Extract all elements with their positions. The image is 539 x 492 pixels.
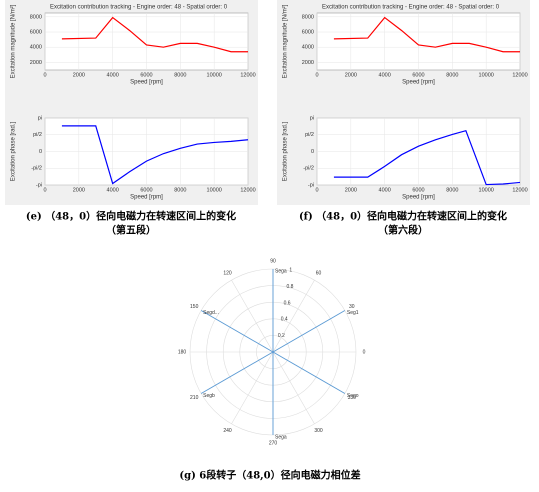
y-tick-label: 0 [39,149,42,155]
r-tick-label: 0.6 [284,300,291,306]
y-tick-label: -pi [308,182,314,188]
r-tick-label: 0.2 [278,333,285,339]
segment-label: Segd... [203,310,219,316]
x-tick-label: 4000 [107,187,119,193]
x-tick-label: 0 [315,72,318,78]
x-tick-label: 6000 [140,187,152,193]
theta-tick-label: 240 [223,428,232,434]
x-tick-label: 12000 [512,187,527,193]
chart-title: Excitation contribution tracking - Engin… [50,5,228,11]
x-tick-label: 2000 [73,72,85,78]
grid-spoke [272,351,315,425]
x-tick-label: 4000 [107,72,119,78]
y-axis-label: Excitation phase [rad.] [11,121,17,181]
x-tick-label: 2000 [345,187,357,193]
x-axis-label: Speed [rpm] [130,80,163,86]
x-tick-label: 0 [43,187,46,193]
theta-tick-label: 180 [178,349,187,355]
x-tick-label: 4000 [379,187,391,193]
y-axis-label: Excitation magnitude [N/m²] [11,4,17,78]
theta-tick-label: 30 [349,304,355,310]
x-axis-label: Speed [rpm] [402,195,435,201]
x-tick-label: 6000 [412,187,424,193]
segment-label: Sega [275,268,287,274]
y-tick-label: pi/2 [33,132,42,138]
x-tick-label: 10000 [207,72,222,78]
x-tick-label: 8000 [174,187,186,193]
y-tick-label: pi/2 [305,132,314,138]
y-tick-label: -pi [36,182,42,188]
x-tick-label: 0 [315,187,318,193]
grid-spoke [272,279,315,353]
y-axis-label: Excitation magnitude [N/m²] [283,4,289,78]
x-tick-label: 2000 [345,72,357,78]
y-tick-label: 4000 [30,45,42,51]
segment-label: Sego [347,393,359,399]
x-tick-label: 8000 [174,72,186,78]
caption: (e) （48，0）径向电磁力在转速区间上的变化 [26,210,236,223]
y-tick-label: 6000 [302,29,314,35]
theta-tick-label: 60 [316,271,322,277]
x-tick-label: 12000 [240,187,255,193]
segment-label: Seg1 [347,310,359,316]
y-tick-label: -pi/2 [303,166,314,172]
data-line [333,16,520,53]
y-tick-label: 0 [311,149,314,155]
caption: （第六段） [378,224,428,237]
r-tick-label: 0.8 [287,284,294,290]
y-tick-label: -pi/2 [31,166,42,172]
segment-arrow [272,351,346,394]
x-tick-label: 10000 [207,187,222,193]
theta-tick-label: 270 [269,440,278,446]
x-tick-label: 12000 [512,72,527,78]
x-axis-label: Speed [rpm] [402,80,435,86]
x-tick-label: 8000 [446,187,458,193]
segment-arrow [200,351,274,394]
x-tick-label: 6000 [412,72,424,78]
segment-arrow [272,310,346,353]
caption: （第五段） [106,224,156,237]
x-tick-label: 10000 [479,187,494,193]
grid-spoke [231,279,274,353]
caption: (f) （48，0）径向电磁力在转速区间上的变化 [299,210,507,223]
r-tick-label: 1 [289,268,292,274]
x-axis-label: Speed [rpm] [130,195,163,201]
x-tick-label: 0 [43,72,46,78]
x-tick-label: 6000 [140,72,152,78]
chart-title: Excitation contribution tracking - Engin… [322,5,500,11]
x-tick-label: 4000 [379,72,391,78]
segment-label: Segb [203,393,215,399]
theta-tick-label: 330 [348,395,357,401]
theta-tick-label: 90 [270,258,276,264]
theta-tick-label: 0 [363,349,366,355]
r-tick-label: 0.4 [281,317,288,323]
y-tick-label: 8000 [30,14,42,20]
y-tick-label: 4000 [302,45,314,51]
data-line [61,125,249,185]
y-tick-label: 6000 [30,29,42,35]
caption: (g) 6段转子（48,0）径向电磁力相位差 [179,469,360,482]
y-tick-label: 2000 [30,60,42,66]
theta-tick-label: 300 [314,428,323,434]
data-line [61,16,248,53]
theta-tick-label: 150 [190,304,199,310]
grid-spoke [231,351,274,425]
segment-label: Sega [275,434,287,440]
x-tick-label: 12000 [240,72,255,78]
theta-tick-label: 120 [223,271,232,277]
y-tick-label: 8000 [302,14,314,20]
y-axis-label: Excitation phase [rad.] [283,121,289,181]
theta-tick-label: 210 [190,395,199,401]
y-tick-label: pi [310,115,314,121]
data-line [333,129,521,186]
x-tick-label: 10000 [479,72,494,78]
y-tick-label: pi [38,115,42,121]
y-tick-label: 2000 [302,60,314,66]
x-tick-label: 8000 [446,72,458,78]
x-tick-label: 2000 [73,187,85,193]
segment-arrow [200,310,274,353]
